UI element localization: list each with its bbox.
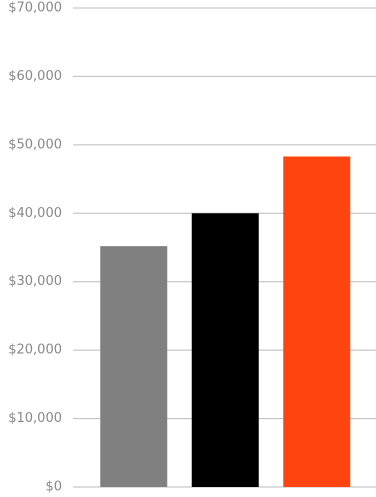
bar bbox=[283, 156, 351, 488]
bar bbox=[100, 246, 168, 487]
bar bbox=[191, 213, 259, 488]
y-tick-label: $70,000 bbox=[8, 1, 62, 16]
y-tick-label: $0 bbox=[45, 480, 62, 495]
y-tick-label: $40,000 bbox=[8, 206, 62, 221]
y-tick-label: $10,000 bbox=[8, 411, 62, 426]
y-tick-label: $60,000 bbox=[8, 69, 62, 84]
y-tick-label: $50,000 bbox=[8, 137, 62, 152]
y-tick-label: $20,000 bbox=[8, 343, 62, 358]
y-tick-label: $30,000 bbox=[8, 274, 62, 289]
